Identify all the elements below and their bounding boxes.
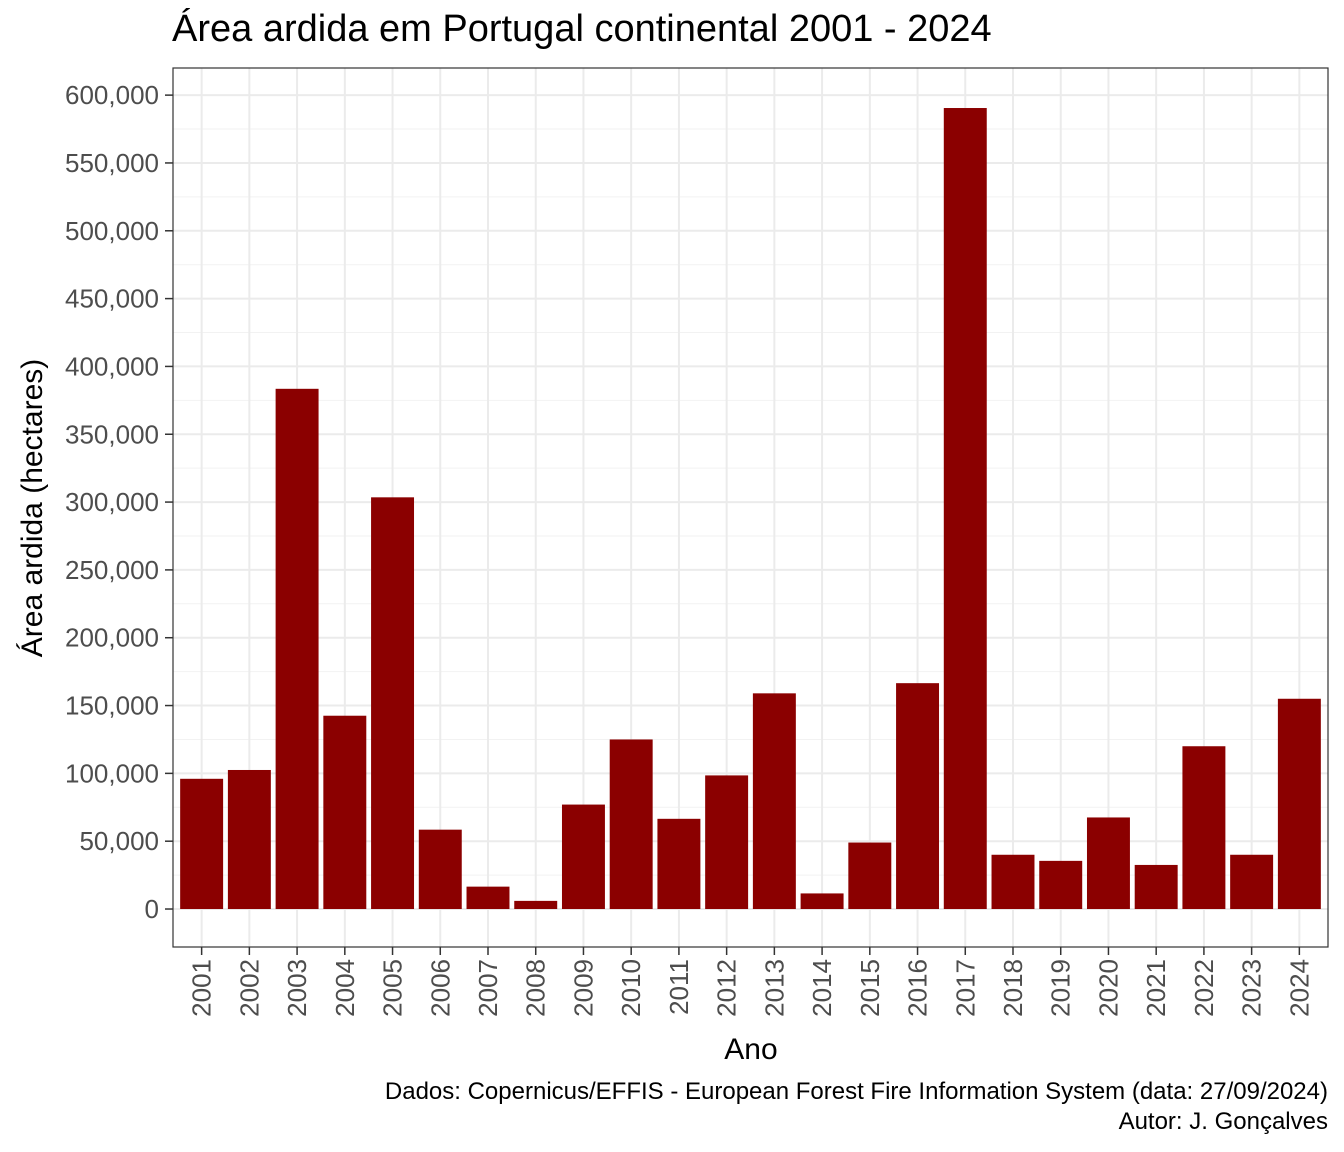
x-tick-label: 2010 [616, 959, 646, 1017]
bar-2012 [705, 775, 749, 910]
bar-2021 [1134, 864, 1178, 910]
x-tick-label: 2002 [234, 959, 264, 1017]
bar-2010 [609, 739, 653, 910]
x-axis-label: Ano [724, 1033, 777, 1066]
y-tick-label: 500,000 [65, 216, 159, 246]
x-tick-label: 2001 [187, 959, 217, 1017]
bar-2015 [848, 842, 892, 910]
y-axis: 0 50,000 100,000 150,000 200,000 250,000 300,0… [65, 80, 173, 924]
bar-2001 [180, 778, 224, 910]
bar-2019 [1039, 860, 1083, 910]
bars [180, 108, 1321, 910]
y-tick-label: 600,000 [65, 80, 159, 110]
x-tick-label: 2012 [712, 959, 742, 1017]
y-tick-label: 250,000 [65, 555, 159, 585]
bar-2017 [943, 108, 987, 910]
y-tick-label: 350,000 [65, 419, 159, 449]
y-axis-label: Área ardida (hectares) [16, 359, 49, 657]
x-tick-label: 2014 [807, 959, 837, 1017]
bar-2024 [1277, 698, 1321, 910]
chart-title: Área ardida em Portugal continental 2001… [172, 8, 992, 50]
x-tick-label: 2003 [282, 959, 312, 1017]
caption-author: Autor: J. Gonçalves [1118, 1108, 1328, 1135]
x-tick-label: 2011 [664, 959, 694, 1015]
x-tick-label: 2020 [1093, 959, 1123, 1017]
bar-2002 [227, 769, 271, 910]
x-tick-label: 2013 [759, 959, 789, 1017]
x-tick-label: 2016 [903, 959, 933, 1017]
x-axis: 2001 2002 2003 2004 2005 2006 2007 2008 2009 2010… [187, 947, 1314, 1017]
bar-2004 [323, 715, 367, 910]
bar-2008 [514, 900, 558, 910]
x-tick-label: 2023 [1237, 959, 1267, 1017]
x-tick-label: 2022 [1189, 959, 1219, 1017]
bar-2018 [991, 854, 1035, 910]
y-tick-label: 550,000 [65, 148, 159, 178]
x-tick-label: 2018 [998, 959, 1028, 1017]
bar-2023 [1230, 854, 1274, 910]
x-tick-label: 2005 [378, 959, 408, 1017]
bar-2006 [418, 829, 462, 910]
y-tick-label: 50,000 [79, 826, 159, 856]
x-tick-label: 2017 [950, 959, 980, 1017]
y-tick-label: 200,000 [65, 623, 159, 653]
x-tick-label: 2019 [1046, 959, 1076, 1017]
x-tick-label: 2024 [1284, 959, 1314, 1017]
x-tick-label: 2006 [425, 959, 455, 1017]
bar-2016 [896, 683, 940, 910]
x-tick-label: 2009 [568, 959, 598, 1017]
x-tick-label: 2008 [521, 959, 551, 1017]
caption-source: Dados: Copernicus/EFFIS - European Fores… [384, 1078, 1328, 1105]
bar-2007 [466, 886, 510, 910]
bar-2009 [561, 804, 605, 910]
y-tick-label: 0 [145, 894, 159, 924]
bar-2022 [1182, 746, 1226, 910]
bar-2003 [275, 388, 319, 910]
x-tick-label: 2021 [1141, 959, 1171, 1017]
plot-panel-border [172, 67, 1329, 948]
bar-2013 [752, 693, 796, 910]
y-tick-label: 100,000 [65, 758, 159, 788]
bar-2005 [371, 497, 415, 910]
x-tick-label: 2004 [330, 959, 360, 1017]
x-tick-label: 2015 [855, 959, 885, 1017]
y-tick-label: 300,000 [65, 487, 159, 517]
x-tick-label: 2007 [473, 959, 503, 1017]
bar-2014 [800, 893, 844, 910]
bar-2011 [657, 818, 701, 910]
y-tick-label: 400,000 [65, 351, 159, 381]
bar-2020 [1086, 817, 1130, 910]
y-tick-label: 150,000 [65, 691, 159, 721]
y-tick-label: 450,000 [65, 284, 159, 314]
